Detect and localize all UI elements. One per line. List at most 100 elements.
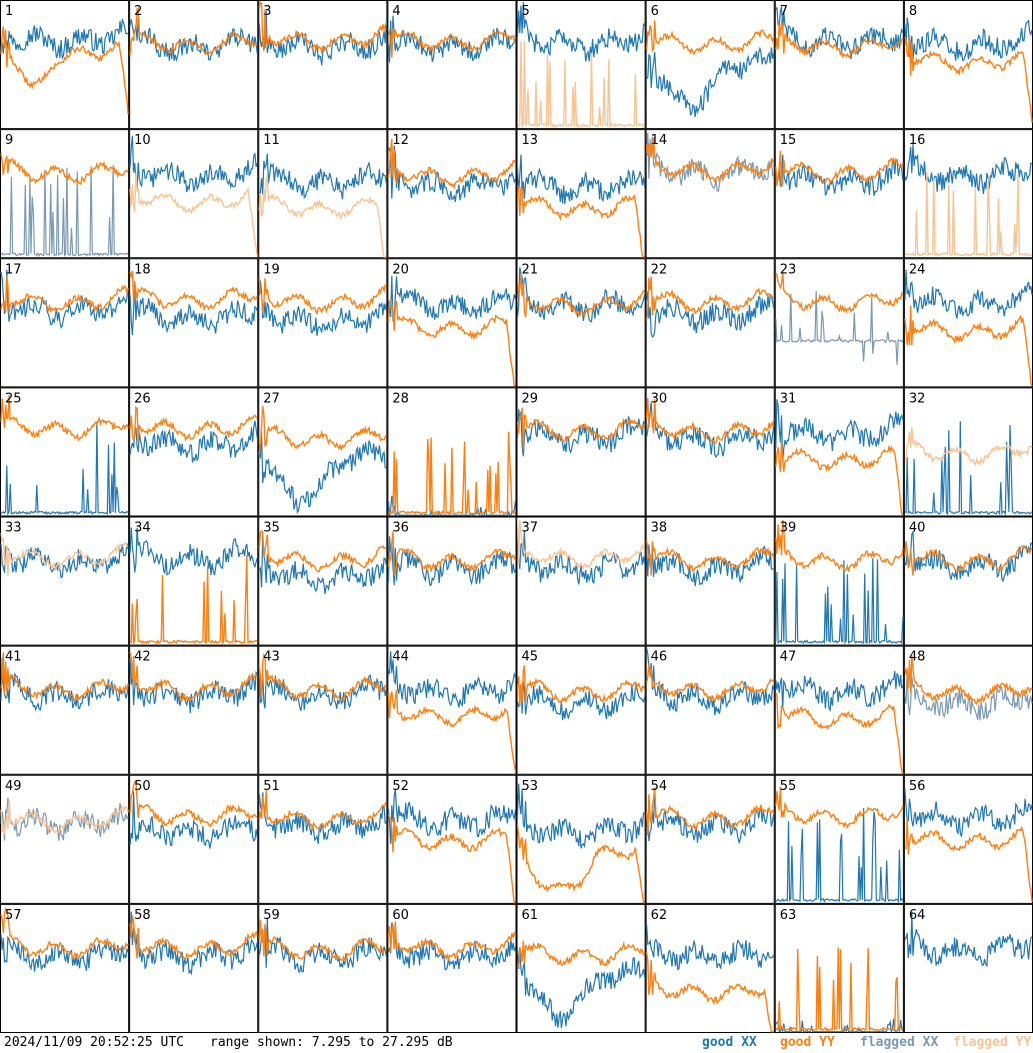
- panel-frame: [903, 129, 1033, 259]
- series-yy: [129, 173, 258, 258]
- panel-frame: [129, 129, 259, 259]
- panel-label: 63: [780, 908, 797, 923]
- series-xx: [775, 670, 904, 713]
- panel-35: 35: [258, 516, 388, 646]
- panel-label: 60: [392, 908, 409, 923]
- panel-57: 57: [0, 903, 130, 1033]
- panel-frame: [129, 774, 259, 904]
- series-xx: [775, 154, 904, 197]
- series-yy: [258, 405, 388, 455]
- series-xx: [0, 421, 129, 516]
- series-yy: [129, 555, 258, 646]
- panel-frame: [387, 0, 517, 130]
- series-yy: [645, 663, 775, 704]
- panel-label: 50: [134, 779, 151, 794]
- panel-frame: [0, 645, 130, 775]
- series-yy: [904, 541, 1033, 576]
- series-yy: [904, 171, 1033, 258]
- panel-4: 4: [387, 0, 517, 130]
- panel-frame: [645, 387, 775, 517]
- series-yy: [775, 150, 904, 188]
- series-xx: [775, 808, 904, 903]
- panel-55: 55: [774, 774, 904, 904]
- panel-label: 9: [5, 133, 13, 148]
- panel-frame: [129, 258, 259, 388]
- series-yy: [516, 940, 645, 969]
- panel-19: 19: [258, 258, 388, 388]
- panel-label: 57: [5, 908, 22, 923]
- panel-frame: [258, 387, 388, 517]
- panel-59: 59: [258, 903, 388, 1033]
- series-xx: [904, 911, 1033, 968]
- panel-53: 53: [516, 774, 646, 904]
- panel-frame: [903, 258, 1033, 388]
- series-yy: [388, 431, 517, 517]
- panel-frame: [645, 774, 775, 904]
- series-xx: [646, 544, 774, 587]
- series-yy: [129, 651, 258, 702]
- panel-frame: [903, 645, 1033, 775]
- series-yy: [645, 137, 775, 184]
- panel-label: 52: [392, 779, 409, 794]
- series-xx: [775, 290, 904, 365]
- panel-50: 50: [129, 774, 259, 904]
- series-yy: [0, 153, 129, 186]
- panel-frame: [387, 774, 517, 904]
- panel-56: 56: [903, 774, 1033, 904]
- panel-label: 7: [780, 4, 788, 19]
- series-xx: [904, 789, 1033, 837]
- panel-frame: [516, 516, 646, 646]
- series-yy: [0, 652, 129, 702]
- series-yy: [258, 919, 387, 962]
- legend-good-xx: good XX: [702, 1035, 757, 1050]
- series-xx: [516, 948, 646, 1029]
- panel-frame: [774, 645, 904, 775]
- series-xx: [516, 530, 646, 585]
- panel-42: 42: [129, 645, 259, 775]
- panel-label: 28: [392, 391, 409, 406]
- panel-label: 3: [263, 4, 271, 19]
- panel-label: 29: [522, 391, 539, 406]
- series-yy: [516, 407, 646, 450]
- panel-frame: [0, 0, 130, 130]
- series-xx: [516, 267, 646, 323]
- panel-label: 25: [5, 391, 22, 406]
- panel-label: 35: [263, 521, 280, 536]
- panel-26: 26: [129, 387, 259, 517]
- series-xx: [0, 269, 129, 330]
- series-xx: [129, 791, 258, 849]
- panel-25: 25: [0, 387, 130, 517]
- panel-frame: [516, 258, 646, 388]
- panel-frame: [258, 645, 388, 775]
- panel-63: 63: [774, 903, 904, 1033]
- series-xx: [387, 145, 517, 203]
- series-yy: [129, 6, 258, 56]
- panel-9: 9: [0, 129, 130, 259]
- series-xx: [0, 657, 129, 712]
- panel-3: 3: [258, 0, 388, 130]
- panel-frame: [774, 258, 904, 388]
- series-xx: [129, 527, 258, 576]
- panel-label: 18: [134, 262, 151, 277]
- panel-51: 51: [258, 774, 388, 904]
- series-xx: [775, 1018, 904, 1033]
- panel-label: 23: [780, 262, 797, 277]
- series-yy: [0, 533, 129, 577]
- series-yy: [387, 296, 516, 387]
- series-xx: [129, 135, 258, 193]
- series-yy: [129, 405, 258, 442]
- panel-frame: [387, 516, 517, 646]
- panel-33: 33: [0, 516, 130, 646]
- panel-label: 1: [5, 4, 13, 19]
- panel-label: 30: [651, 391, 668, 406]
- series-yy: [258, 176, 387, 258]
- panel-54: 54: [645, 774, 775, 904]
- panel-52: 52: [387, 774, 517, 904]
- panel-28: 28: [387, 387, 517, 518]
- panel-frame: [129, 516, 259, 646]
- panel-frame: [516, 0, 646, 130]
- panel-frame: [645, 258, 775, 388]
- panel-61: 61: [516, 903, 646, 1033]
- series-xx: [258, 792, 387, 844]
- panel-43: 43: [258, 645, 388, 775]
